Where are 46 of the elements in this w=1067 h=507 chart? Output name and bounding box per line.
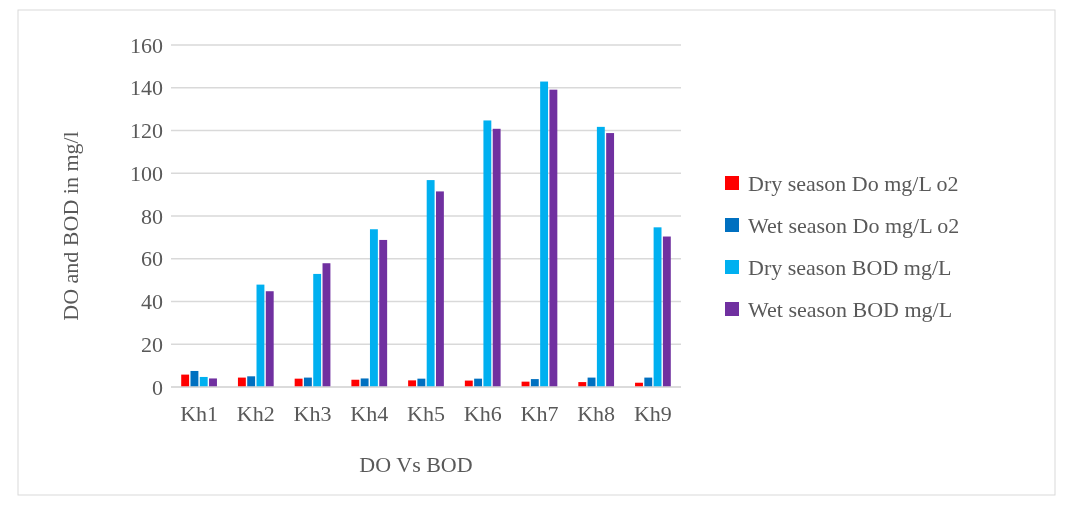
bar (426, 180, 435, 387)
x-tick-label: Kh6 (463, 401, 502, 426)
bar (181, 374, 190, 387)
y-tick-label: 40 (141, 289, 163, 315)
bar (435, 191, 444, 387)
bar (549, 89, 558, 387)
x-tick-label: Kh4 (350, 401, 389, 426)
bar (408, 380, 417, 387)
bar (199, 376, 208, 387)
bar (369, 229, 378, 387)
y-tick-label: 160 (130, 32, 163, 58)
bar (379, 239, 388, 387)
x-tick-label: Kh8 (577, 401, 616, 426)
legend-label: Wet season BOD mg/L (748, 296, 953, 322)
bar (606, 133, 615, 387)
legend-label: Dry season Do mg/L o2 (748, 170, 959, 196)
bar (360, 378, 369, 387)
bar (530, 379, 539, 387)
bar (483, 120, 492, 387)
bar (540, 81, 549, 387)
bar (190, 370, 199, 387)
legend-label: Wet season Do mg/L o2 (748, 212, 960, 238)
x-tick-label: Kh3 (293, 401, 332, 426)
y-tick-label: 60 (141, 246, 163, 272)
x-tick-label: Kh7 (520, 401, 559, 426)
bar (492, 128, 501, 387)
bar (596, 126, 605, 387)
y-tick-label: 0 (152, 374, 163, 400)
x-tick-label: Kh5 (407, 401, 445, 426)
bar (313, 273, 322, 387)
bar (247, 376, 256, 387)
bar (662, 236, 671, 387)
y-axis-title: DO and BOD in mg/l (58, 131, 83, 321)
x-tick-label: Kh2 (236, 401, 275, 426)
y-tick-label: 140 (130, 75, 163, 101)
x-tick-label: Kh9 (633, 401, 672, 426)
y-tick-label: 120 (130, 118, 163, 144)
x-tick-label: Kh1 (180, 401, 219, 426)
bar (209, 378, 217, 387)
y-tick-label: 80 (141, 203, 163, 229)
y-tick-label: 100 (130, 160, 163, 186)
x-axis-title: DO Vs BOD (359, 452, 473, 477)
bar (653, 227, 662, 387)
legend-label: Dry season BOD mg/L (748, 254, 952, 280)
bar (265, 291, 274, 387)
y-tick-label: 20 (141, 331, 163, 357)
